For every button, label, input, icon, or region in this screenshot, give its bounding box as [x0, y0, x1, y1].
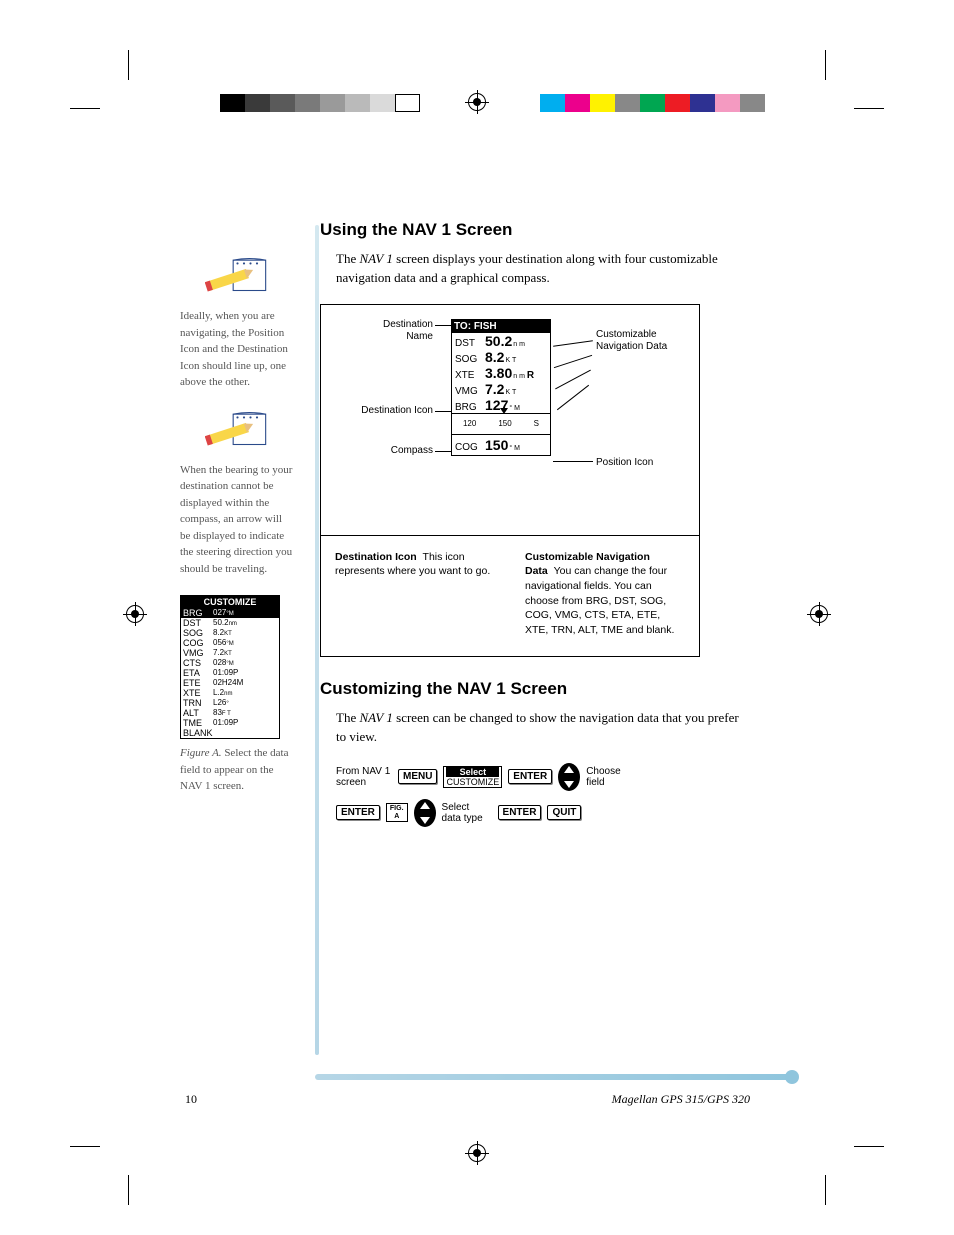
page-number: 10: [185, 1092, 197, 1107]
menu-button: MENU: [398, 769, 437, 784]
sidebar: Ideally, when you are navigating, the Po…: [180, 255, 295, 795]
label-dest-icon: Destination Icon: [361, 405, 433, 417]
registration-mark: [468, 1144, 486, 1162]
fig-a-ref: FIG.A: [386, 803, 408, 822]
customize-row: BLANK: [181, 728, 279, 738]
arrow-pad-icon: [558, 763, 580, 791]
heading-customizing-nav1: Customizing the NAV 1 Screen: [320, 679, 740, 699]
para-customize-intro: The NAV 1 screen can be changed to show …: [336, 709, 740, 747]
lcd-data-row: VMG7.2K T: [452, 381, 550, 397]
customize-row: ETE02H24M: [181, 678, 279, 688]
customize-row: BRG027°M: [181, 608, 279, 618]
label-dest-name: Destination Name: [361, 319, 433, 343]
lcd-data-row: SOG8.2K T: [452, 349, 550, 365]
customize-row: SOG8.2KT: [181, 628, 279, 638]
enter-button: ENTER: [336, 805, 380, 820]
lcd-data-row: DST50.2n m: [452, 333, 550, 349]
customize-row: VMG7.2KT: [181, 648, 279, 658]
main-column: Using the NAV 1 Screen The NAV 1 screen …: [320, 220, 740, 835]
enter-button: ENTER: [508, 769, 552, 784]
enter-button: ENTER: [498, 805, 542, 820]
quit-button: QUIT: [547, 805, 581, 820]
customize-header: CUSTOMIZE: [181, 596, 279, 608]
customize-row: CTS028°M: [181, 658, 279, 668]
select-customize-box: Select CUSTOMIZE: [443, 766, 502, 788]
figure-a-caption: Figure A. Select the data field to appea…: [180, 745, 295, 795]
note-icon: [205, 409, 270, 454]
diagram-desc-cust-nav: Customizable Navigation Data You can cha…: [525, 550, 685, 638]
sidebar-note-1: Ideally, when you are navigating, the Po…: [180, 308, 295, 391]
compass-scale: 120 150 S: [452, 413, 550, 435]
label-compass: Compass: [361, 445, 433, 457]
page-content: Ideally, when you are navigating, the Po…: [165, 110, 805, 1120]
flow-choose-field: Choose field: [586, 766, 628, 788]
flow-select-type: Select data type: [442, 802, 492, 824]
button-sequence: From NAV 1 screen MENU Select CUSTOMIZE …: [336, 763, 740, 827]
label-position-icon: Position Icon: [596, 457, 686, 469]
customize-row: TRNL26°: [181, 698, 279, 708]
lcd-data-row: XTE3.80n mR: [452, 365, 550, 381]
customize-row: XTEL.2nm: [181, 688, 279, 698]
customize-row: TME01:09P: [181, 718, 279, 728]
flow-from-text: From NAV 1 screen: [336, 766, 392, 788]
customize-row: ETA01:09P: [181, 668, 279, 678]
nav1-diagram: Destination Name Destination Icon Compas…: [320, 304, 700, 657]
page-footer: 10 Magellan GPS 315/GPS 320: [185, 1092, 750, 1107]
lcd-screen: TO: FISH DST50.2n mSOG8.2K TXTE3.80n mRV…: [451, 319, 551, 456]
lcd-cog: COG 150 ° M: [452, 435, 550, 455]
registration-mark: [810, 605, 828, 623]
arrow-pad-icon: [414, 799, 436, 827]
footer-model: Magellan GPS 315/GPS 320: [612, 1092, 750, 1107]
side-decorative-rule: [315, 225, 319, 1055]
customize-list: CUSTOMIZE BRG027°MDST50.2nmSOG8.2KTCOG05…: [180, 595, 280, 739]
footer-decorative-rule: [315, 1074, 795, 1080]
registration-mark: [126, 605, 144, 623]
sidebar-note-2: When the bearing to your destination can…: [180, 462, 295, 578]
registration-mark: [468, 93, 486, 111]
note-icon: [205, 255, 270, 300]
label-cust-nav-data: Customizable Navigation Data: [596, 329, 686, 353]
customize-row: COG056°M: [181, 638, 279, 648]
heading-using-nav1: Using the NAV 1 Screen: [320, 220, 740, 240]
customize-row: DST50.2nm: [181, 618, 279, 628]
para-nav1-intro: The NAV 1 screen displays your destinati…: [336, 250, 740, 288]
customize-row: ALT83F T: [181, 708, 279, 718]
diagram-desc-dest-icon: Destination Icon This icon represents wh…: [335, 550, 495, 638]
lcd-title: TO: FISH: [452, 320, 550, 333]
